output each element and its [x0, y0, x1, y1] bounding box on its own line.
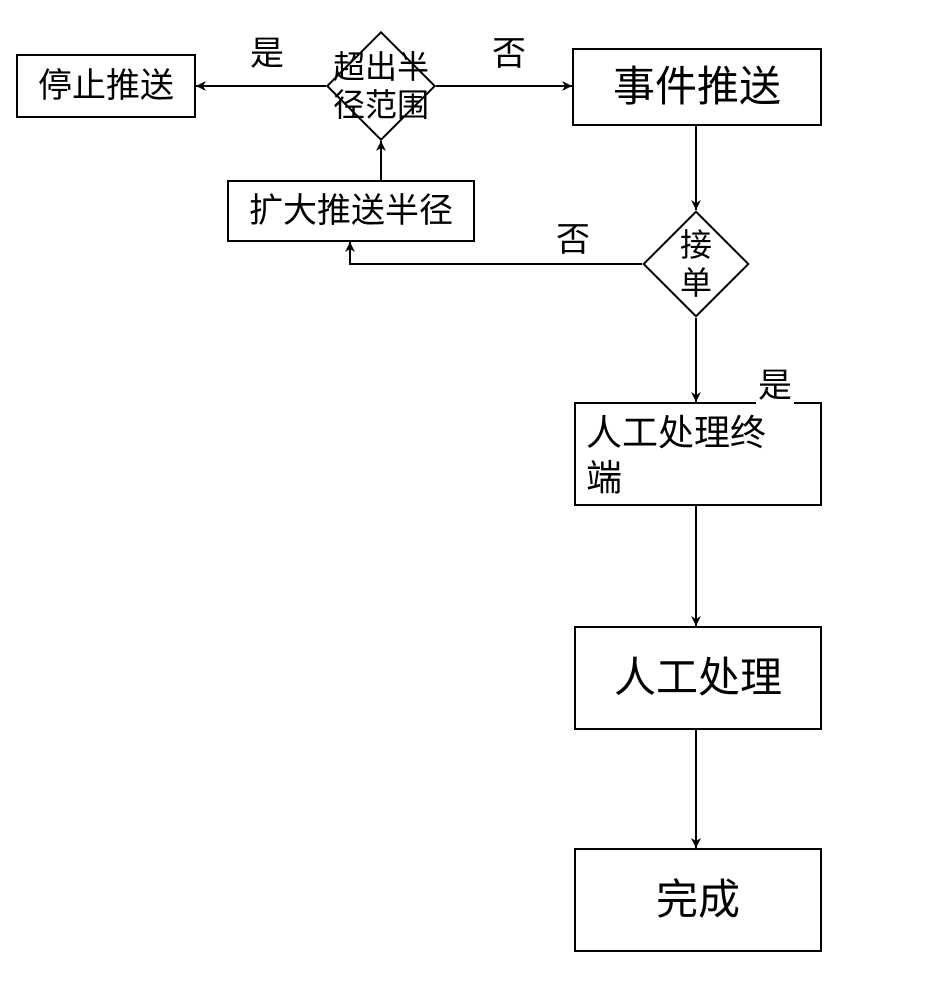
expand-radius-text: 扩大推送半径 — [249, 190, 453, 233]
complete-text: 完成 — [656, 874, 740, 927]
accept-order-diamond — [642, 210, 749, 317]
exceed-radius-diamond — [326, 31, 436, 141]
no-label-2: 否 — [554, 212, 592, 261]
manual-terminal-text: 人工处理终 端 — [586, 410, 766, 500]
manual-process-box: 人工处理 — [574, 626, 822, 730]
stop-push-box: 停止推送 — [16, 54, 196, 118]
expand-radius-box: 扩大推送半径 — [227, 180, 475, 242]
event-push-text: 事件推送 — [613, 61, 781, 114]
event-push-box: 事件推送 — [572, 48, 822, 126]
stop-push-text: 停止推送 — [38, 65, 174, 108]
no-label-1: 否 — [490, 26, 528, 75]
manual-process-text: 人工处理 — [614, 652, 782, 705]
yes-label-2: 是 — [756, 358, 794, 407]
yes-label-1: 是 — [248, 26, 286, 75]
manual-terminal-box: 人工处理终 端 — [574, 402, 822, 506]
complete-box: 完成 — [574, 848, 822, 952]
